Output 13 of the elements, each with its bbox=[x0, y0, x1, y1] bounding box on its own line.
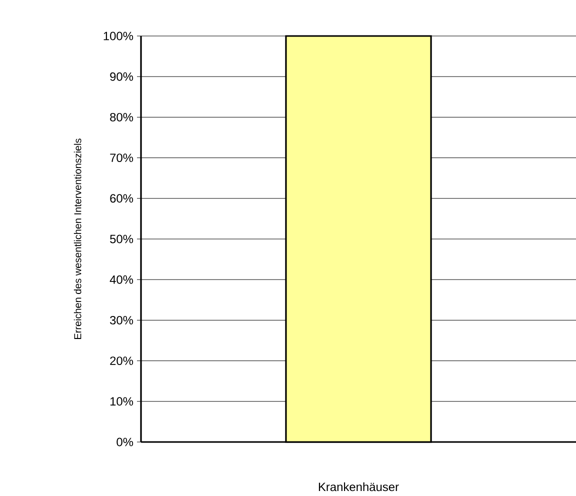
y-tick-label: 90% bbox=[110, 72, 134, 81]
y-tick-label: 0% bbox=[116, 438, 134, 446]
y-tick-label: 10% bbox=[110, 397, 134, 406]
y-tick-label: 40% bbox=[110, 275, 134, 284]
y-tick-label: 60% bbox=[110, 194, 134, 203]
y-axis-title: Erreichen des wesentlichen Interventionsziels bbox=[74, 138, 82, 339]
y-tick-label: 50% bbox=[110, 234, 134, 244]
y-tick-label: 30% bbox=[110, 316, 134, 324]
y-tick-label: 100% bbox=[104, 32, 134, 40]
x-axis-title: Krankenhäuser bbox=[318, 482, 399, 492]
y-tick-label: 80% bbox=[110, 112, 134, 122]
y-tick-label: 20% bbox=[110, 356, 134, 366]
y-tick-label: 70% bbox=[110, 154, 134, 162]
